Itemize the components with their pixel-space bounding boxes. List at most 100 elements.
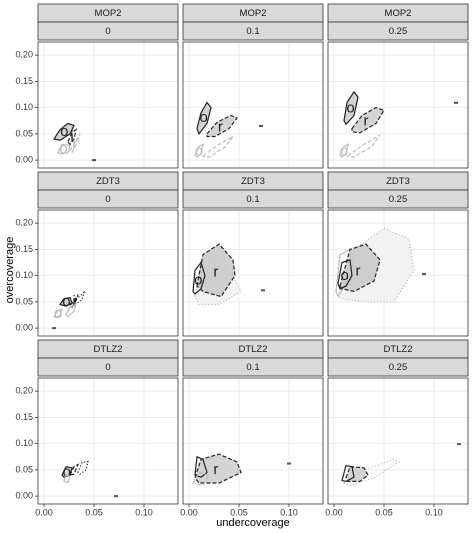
- plot-area: o iro: [53, 122, 96, 162]
- panel-background: [183, 378, 323, 504]
- panel-border: [37, 377, 179, 505]
- contour-region: [346, 134, 381, 158]
- panel-border: [37, 209, 179, 337]
- region-label: i: [70, 129, 73, 146]
- x-tick-label: 0.05: [85, 507, 103, 517]
- y-tick-label: 0.05: [15, 296, 33, 306]
- region-label: r: [356, 262, 361, 279]
- strip: [37, 357, 179, 377]
- contour-region: [337, 259, 353, 290]
- strip-label: DTLZ2: [238, 344, 267, 355]
- contour-region: [192, 261, 206, 295]
- contour-region: [192, 471, 210, 487]
- x-axis-title: undercoverage: [216, 517, 289, 529]
- y-tick-label: 0.10: [15, 102, 33, 112]
- y-tick-label: 0.10: [15, 438, 33, 448]
- plot-area: [341, 443, 461, 487]
- y-tick-label: 0.10: [15, 270, 33, 280]
- region-label: o: [199, 109, 207, 126]
- region-label: o: [346, 100, 354, 117]
- contour-region: [53, 122, 75, 141]
- point: [422, 273, 426, 276]
- panel-background: [38, 210, 178, 336]
- y-tick-label: 0.20: [15, 218, 33, 228]
- x-tick-label: 0.00: [35, 507, 53, 517]
- panel-border: [327, 377, 469, 505]
- strip: [182, 357, 324, 377]
- contour-region: [194, 143, 204, 158]
- panel: o iro: [37, 41, 179, 169]
- panel-background: [38, 378, 178, 504]
- strip-label: 0.25: [389, 362, 408, 373]
- contour-region: [345, 466, 369, 482]
- strip: [327, 357, 469, 377]
- strip-label: ZDT3: [241, 176, 265, 187]
- contour-region: [65, 302, 77, 318]
- strip-label: 0.1: [246, 26, 259, 37]
- contour-region: [53, 308, 63, 319]
- panel: o: [37, 377, 179, 505]
- x-tick-label: 0.10: [135, 507, 153, 517]
- contour-region: [61, 466, 73, 478]
- contour-region: [69, 133, 81, 154]
- region-label: o: [59, 141, 67, 158]
- strip-label: 0.1: [246, 194, 259, 205]
- panel-border: [182, 377, 324, 505]
- panel-border: [327, 209, 469, 337]
- strip-label: 0.25: [389, 194, 408, 205]
- point: [114, 495, 118, 498]
- point: [92, 159, 96, 162]
- region-label: o: [194, 271, 202, 288]
- point: [457, 443, 461, 446]
- y-tick-label: 0.05: [15, 464, 33, 474]
- strip-label: ZDT3: [386, 176, 410, 187]
- strip-label: MOP2: [95, 8, 122, 19]
- panel-background: [183, 42, 323, 168]
- y-tick-label: 0.00: [15, 155, 33, 165]
- strip-label: 0.25: [389, 26, 408, 37]
- panel: ro: [327, 209, 469, 337]
- region-label: o: [195, 142, 203, 159]
- region-label: o: [60, 123, 68, 140]
- x-tick-label: 0.10: [280, 507, 298, 517]
- y-tick-label: 0.20: [15, 386, 33, 396]
- panel-background: [328, 378, 468, 504]
- strip-label: MOP2: [240, 8, 267, 19]
- plot-area: oro: [194, 101, 263, 159]
- y-tick-label: 0.20: [15, 50, 33, 60]
- x-tick-label: 0.05: [375, 507, 393, 517]
- panel-border: [37, 41, 179, 169]
- contour-region: [68, 463, 80, 476]
- strip: [327, 189, 469, 209]
- strip: [182, 189, 324, 209]
- strip-label: MOP2: [385, 8, 412, 19]
- region-label: r: [218, 118, 223, 135]
- region-label: o: [340, 142, 348, 159]
- contour-region: [194, 453, 242, 484]
- plot-area: o io: [52, 290, 86, 330]
- plot-area: ro: [192, 243, 265, 306]
- strip-label: DTLZ2: [93, 344, 122, 355]
- panel: ro: [182, 209, 324, 337]
- y-tick-label: 0.05: [15, 128, 33, 138]
- strip-label: 0: [105, 194, 110, 205]
- y-tick-label: 0.00: [15, 491, 33, 501]
- x-tick-label: 0.05: [230, 507, 248, 517]
- contour-region: [339, 143, 349, 158]
- contour-region: [57, 143, 71, 155]
- x-tick-label: 0.00: [325, 507, 343, 517]
- strip-label: DTLZ2: [383, 344, 412, 355]
- strip: [327, 21, 469, 41]
- contour-region: [194, 455, 208, 478]
- y-tick-label: 0.15: [15, 244, 33, 254]
- strip: [37, 189, 179, 209]
- strip-label: 0: [105, 26, 110, 37]
- contour-region: [63, 474, 71, 484]
- y-tick-label: 0.15: [15, 412, 33, 422]
- panel-border: [182, 41, 324, 169]
- point: [52, 327, 56, 330]
- x-tick-label: 0.00: [180, 507, 198, 517]
- panel: o io: [37, 209, 179, 337]
- plot-area: ro: [335, 227, 426, 303]
